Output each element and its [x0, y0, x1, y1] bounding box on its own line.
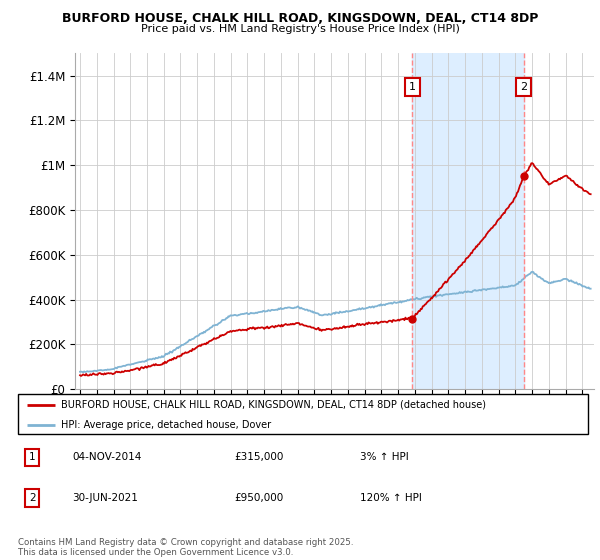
- Text: 120% ↑ HPI: 120% ↑ HPI: [360, 493, 422, 503]
- Bar: [412, 53, 524, 389]
- Text: 3% ↑ HPI: 3% ↑ HPI: [360, 452, 409, 463]
- Text: BURFORD HOUSE, CHALK HILL ROAD, KINGSDOWN, DEAL, CT14 8DP (detached house): BURFORD HOUSE, CHALK HILL ROAD, KINGSDOW…: [61, 400, 486, 409]
- Text: 04-NOV-2014: 04-NOV-2014: [72, 452, 142, 463]
- Text: BURFORD HOUSE, CHALK HILL ROAD, KINGSDOWN, DEAL, CT14 8DP: BURFORD HOUSE, CHALK HILL ROAD, KINGSDOW…: [62, 12, 538, 25]
- Text: Contains HM Land Registry data © Crown copyright and database right 2025.
This d: Contains HM Land Registry data © Crown c…: [18, 538, 353, 557]
- Text: HPI: Average price, detached house, Dover: HPI: Average price, detached house, Dove…: [61, 420, 271, 430]
- Text: £950,000: £950,000: [235, 493, 284, 503]
- Text: 2: 2: [29, 493, 35, 503]
- Text: 1: 1: [29, 452, 35, 463]
- Text: Price paid vs. HM Land Registry's House Price Index (HPI): Price paid vs. HM Land Registry's House …: [140, 24, 460, 34]
- Text: 2: 2: [520, 82, 527, 92]
- Text: £315,000: £315,000: [235, 452, 284, 463]
- Text: 30-JUN-2021: 30-JUN-2021: [72, 493, 138, 503]
- FancyBboxPatch shape: [18, 394, 588, 434]
- Text: 1: 1: [409, 82, 416, 92]
